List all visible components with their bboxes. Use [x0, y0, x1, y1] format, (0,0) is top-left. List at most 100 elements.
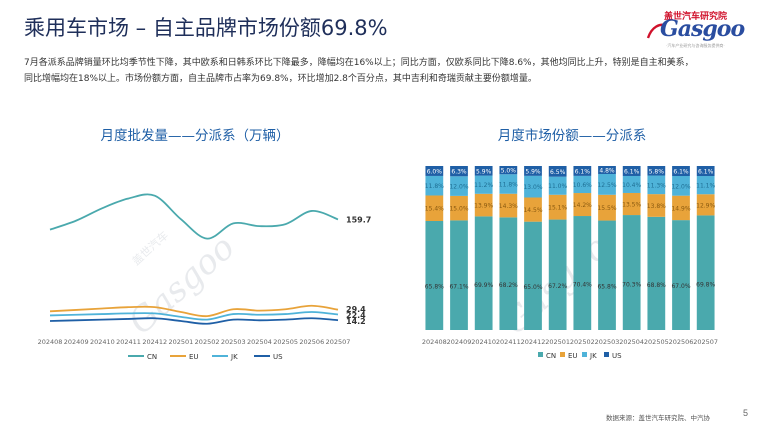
bar-segment-eu — [474, 193, 493, 217]
bar-segment-eu — [622, 192, 641, 216]
bar-data-label: 69.8% — [696, 281, 715, 288]
legend-swatch-eu — [560, 352, 565, 357]
bar-data-label: 11.3% — [647, 182, 666, 189]
x-tick-label: 202503 — [221, 338, 246, 346]
bar-segment-eu — [573, 193, 592, 217]
bar-data-label: 14.3% — [499, 203, 518, 210]
bar-data-label: 13.8% — [647, 203, 666, 210]
bar-data-label: 70.4% — [573, 282, 592, 289]
bar-segment-jk — [425, 175, 444, 196]
line-chart-title: 月度批发量——分派系（万辆） — [101, 128, 290, 144]
bar-data-label: 14.9% — [671, 205, 690, 212]
bar-data-label: 12.5% — [597, 182, 616, 189]
bar-data-label: 68.8% — [647, 282, 666, 289]
bar-data-label: 6.1% — [673, 169, 689, 176]
x-tick-label: 202504 — [247, 338, 272, 346]
bar-data-label: 5.8% — [649, 168, 665, 175]
series-line-cn — [49, 193, 339, 240]
gasgoo-logo: 盖世汽车研究院 Gasgoo ·汽车产业研究与咨询服务提供商· — [646, 8, 746, 50]
bar-data-label: 10.4% — [622, 182, 641, 189]
end-value-label: 29.4 — [346, 305, 366, 314]
series-line-eu — [49, 304, 339, 318]
bar-segment-cn — [524, 221, 542, 330]
x-tick-label: 202409 — [447, 338, 472, 346]
x-tick-label: 202501 — [545, 338, 570, 346]
bar-data-label: 10.6% — [573, 182, 592, 189]
x-tick-label: 202507 — [326, 338, 351, 346]
x-tick-label: 202411 — [496, 338, 521, 346]
x-tick-label: 202411 — [116, 338, 141, 346]
logo-sub-text: ·汽车产业研究与咨询服务提供商· — [666, 43, 725, 48]
bar-segment-us — [622, 166, 641, 176]
bar-chart-title: 月度市场份额——分派系 — [498, 127, 647, 144]
bar-data-label: 14.5% — [523, 207, 542, 214]
bar-segment-cn — [425, 220, 444, 330]
bar-segment-eu — [450, 195, 468, 221]
bar-segment-us — [573, 166, 592, 176]
bar-segment-us — [425, 166, 444, 176]
end-value-label: 22.4 — [346, 311, 366, 320]
bar-data-label: 6.0% — [427, 168, 443, 175]
x-tick-label: 202408 — [38, 338, 63, 346]
x-tick-label: 202503 — [595, 338, 620, 346]
legend-swatch-us — [604, 352, 609, 357]
legend-label: CN — [147, 353, 157, 361]
bar-data-label: 5.9% — [476, 168, 492, 175]
bar-data-label: 15.1% — [548, 205, 567, 212]
x-tick-label: 202506 — [669, 338, 694, 346]
x-tick-label: 202408 — [422, 338, 447, 346]
bar-data-label: 13.0% — [523, 184, 542, 191]
bar-data-label: 12.9% — [696, 202, 715, 209]
bar-data-label: 14.2% — [573, 202, 592, 209]
bar-segment-us — [450, 166, 468, 177]
bar-data-label: 15.4% — [425, 206, 444, 213]
bar-segment-jk — [450, 176, 468, 196]
x-tick-label: 202502 — [570, 338, 595, 346]
logo-main-text: Gasgoo — [660, 16, 745, 42]
bar-segment-cn — [622, 215, 641, 330]
x-tick-label: 202409 — [64, 338, 89, 346]
bar-data-label: 13.9% — [474, 203, 493, 210]
bar-data-label: 70.3% — [622, 281, 641, 288]
bar-segment-cn — [647, 216, 666, 330]
x-tick-label: 202506 — [299, 338, 324, 346]
bar-data-label: 11.8% — [499, 182, 518, 189]
bar-data-label: 65.0% — [523, 284, 542, 291]
bar-segment-eu — [425, 195, 444, 221]
legend-swatch-cn — [538, 352, 543, 357]
x-tick-label: 202412 — [142, 338, 167, 346]
x-tick-label: 202507 — [693, 338, 718, 346]
bar-data-label: 6.1% — [624, 168, 640, 175]
page-number: 5 — [743, 408, 749, 418]
bar-segment-eu — [598, 194, 616, 221]
bar-segment-eu — [696, 194, 715, 216]
bar-data-label: 11.2% — [474, 182, 493, 189]
bar-data-label: 6.3% — [451, 169, 467, 176]
bar-segment-cn — [598, 220, 616, 330]
bar-segment-jk — [548, 176, 567, 195]
x-tick-label: 202505 — [644, 338, 669, 346]
series-line-us — [49, 317, 339, 325]
bar-data-label: 15.0% — [449, 206, 468, 213]
bar-segment-jk — [696, 176, 715, 195]
bar-segment-cn — [474, 216, 493, 330]
bar-segment-us — [647, 166, 666, 176]
legend-label: JK — [589, 352, 597, 360]
legend-label: EU — [189, 353, 199, 361]
bar-data-label: 6.1% — [698, 169, 714, 176]
x-tick-label: 202412 — [521, 338, 546, 346]
bar-data-label: 11.1% — [696, 183, 715, 190]
bar-segment-us — [474, 166, 493, 176]
bar-segment-cn — [573, 216, 592, 330]
end-value-label: 159.7 — [346, 215, 371, 224]
legend-swatch-jk — [582, 352, 587, 357]
bar-segment-eu — [524, 197, 542, 222]
x-tick-label: 202504 — [619, 338, 644, 346]
summary-line-1: 7月各派系品牌销量环比均季节性下降，其中欧系和日韩系环比下降最多，降幅均在16%… — [24, 58, 694, 68]
bar-data-label: 12.0% — [449, 184, 468, 191]
bar-data-label: 65.8% — [425, 284, 444, 291]
bar-segment-us — [672, 166, 690, 177]
bar-segment-jk — [647, 175, 666, 195]
bar-segment-us — [548, 166, 567, 177]
